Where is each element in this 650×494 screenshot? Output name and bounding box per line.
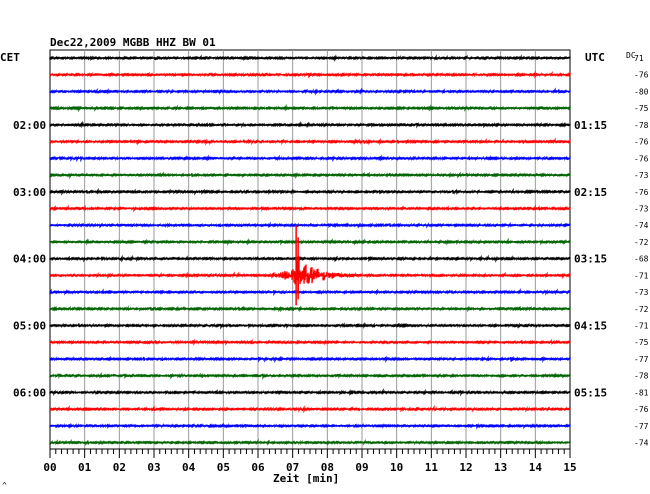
x-tick-label: 02 [113,461,126,474]
footer-mark: ^ [2,481,7,490]
x-tick-label: 12 [459,461,472,474]
trace-row [49,305,571,313]
dc-value: -76 [634,154,649,163]
plot-border [49,49,571,450]
dc-value: -77 [634,355,649,364]
trace-row [49,288,571,297]
trace-row [49,322,571,330]
trace-row [49,154,571,163]
left-hour-label: 02:00 [13,119,46,132]
trace-row [49,87,571,96]
trace-row [49,171,571,180]
x-tick-label: 15 [563,461,576,474]
dc-value: -78 [634,372,649,381]
dc-value: -76 [634,71,649,80]
dc-value: -73 [634,204,649,213]
trace-row [49,54,571,63]
dc-value: -74 [634,439,649,448]
dc-value: -68 [634,255,649,264]
right-hour-label: 05:15 [574,386,607,399]
trace-row [49,254,571,263]
dc-value: 71 [634,54,644,63]
chart-title: Dec22,2009 MGBB HHZ BW 01 [50,36,216,49]
left-axis-label: CET [0,51,20,64]
axis-labels: 02:00 03:00 04:00 05:00 06:00 01:15 02:15 03:15… [13,54,649,448]
right-hour-label: 03:15 [574,253,607,266]
dc-value: -71 [634,271,649,280]
left-hour-label: 04:00 [13,253,46,266]
x-tick-label: 08 [321,461,334,474]
dc-value: -81 [634,388,649,397]
dc-value: -75 [634,104,649,113]
x-tick-label: 10 [390,461,403,474]
x-tick-label: 09 [355,461,368,474]
left-hour-label: 03:00 [13,186,46,199]
dc-value: -76 [634,138,649,147]
trace-row [49,422,571,430]
x-tick-label: 05 [217,461,230,474]
dc-value: -75 [634,338,649,347]
trace-row [49,355,571,363]
dc-value: -76 [634,405,649,414]
x-tick-label: 01 [78,461,92,474]
x-tick-label: 00 [43,461,56,474]
trace-row [49,103,571,113]
x-tick-label: 07 [286,461,299,474]
dc-value: -80 [634,87,649,96]
trace-row [49,221,571,229]
trace-row [49,438,571,447]
plot-frame [49,49,571,450]
traces [49,54,571,447]
right-hour-label: 04:15 [574,320,607,333]
grid-lines [84,50,536,449]
dc-value: -72 [634,238,649,247]
trace-row [49,338,571,346]
trace-row [49,120,571,129]
dc-value: -77 [634,422,649,431]
dc-value: -74 [634,221,649,230]
x-axis: 00 01 02 03 04 05 06 07 08 09 10 11 12 13 14 15 [43,448,577,474]
x-axis-label: Zeit [min] [273,472,339,485]
right-hour-label: 02:15 [574,186,607,199]
dc-value: -72 [634,305,649,314]
dc-value: -71 [634,322,649,331]
trace-row [49,137,571,146]
x-tick-label: 13 [494,461,507,474]
left-hour-label: 05:00 [13,320,46,333]
trace-row [49,70,571,79]
dc-value: -78 [634,121,649,130]
left-hour-label: 06:00 [13,386,46,399]
trace-row [49,404,571,414]
dc-label: DC [626,51,636,60]
trace-row [49,388,571,397]
trace-row [49,371,571,381]
right-hour-label: 01:15 [574,119,607,132]
trace-row [49,237,571,246]
x-tick-label: 03 [147,461,160,474]
dc-value: -73 [634,288,649,297]
x-tick-label: 11 [425,461,439,474]
x-tick-label: 14 [529,461,543,474]
x-tick-label: 06 [251,461,265,474]
trace-row [49,187,571,196]
dc-value: -76 [634,188,649,197]
trace-row [49,255,571,294]
trace-row [49,204,571,213]
right-axis-label: UTC [585,51,605,64]
x-tick-label: 04 [182,461,196,474]
dc-value: -73 [634,171,649,180]
